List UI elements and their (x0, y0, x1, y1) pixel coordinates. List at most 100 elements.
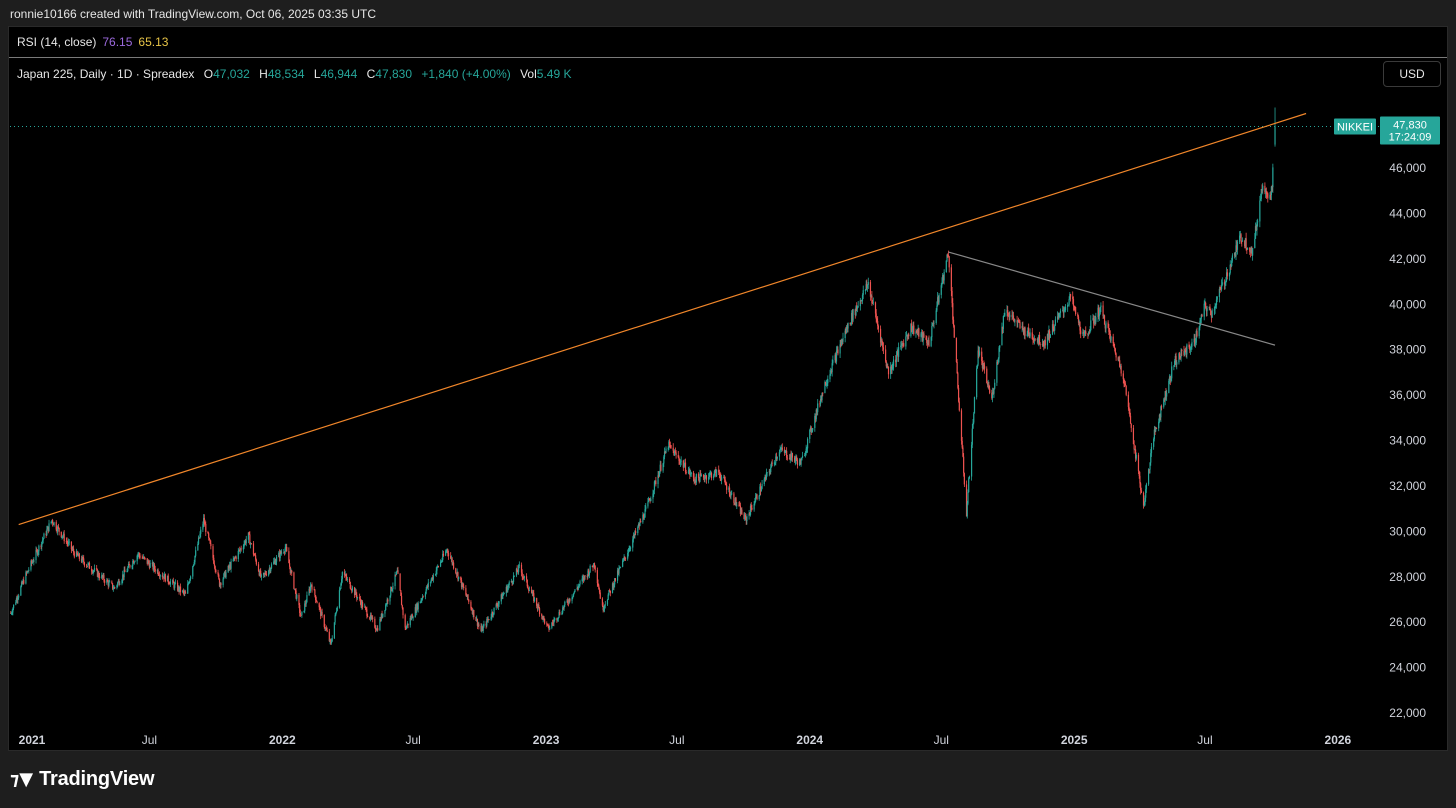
candle-body (1262, 185, 1264, 191)
candle-body (1120, 365, 1122, 374)
candle-body (1179, 353, 1181, 358)
tradingview-logo[interactable]: ⁊▼ TradingView (10, 768, 155, 791)
candle-body (1160, 406, 1162, 418)
candle-body (756, 494, 758, 500)
candle-body (1175, 355, 1177, 365)
candle-body (434, 574, 437, 576)
candle-body (78, 553, 80, 557)
candle-body (351, 587, 354, 591)
candle-body (973, 413, 975, 423)
candle-body (1084, 331, 1086, 334)
candle-body (1216, 296, 1218, 300)
candle-body (1226, 272, 1228, 277)
chart-frame[interactable]: RSI (14, close) 76.15 65.13 Japan 225, Dai… (8, 26, 1448, 751)
candle-body (619, 567, 621, 569)
candle-body (597, 583, 599, 586)
candle-body (97, 572, 99, 577)
candle-body (1203, 303, 1205, 317)
candle-body (361, 601, 363, 607)
candle-body (563, 605, 565, 609)
candle-body (526, 579, 528, 587)
candle-body (525, 576, 528, 580)
candle-body (288, 551, 290, 564)
candle-body (559, 612, 561, 615)
candle-body (116, 585, 118, 588)
time-tick-label: Jul (934, 733, 949, 747)
candle-body (439, 561, 442, 567)
candle-body (1004, 312, 1006, 316)
candle-body (1009, 314, 1011, 318)
candle-body (516, 568, 518, 572)
price-axis[interactable]: 22,000 24,000 26,000 28,000 30,000 32,000 34,0… (1389, 161, 1426, 720)
candle-body (1215, 305, 1217, 307)
candle-body (1183, 350, 1185, 356)
candle-body (1239, 235, 1241, 242)
candle-body (458, 576, 460, 580)
candle-body (689, 474, 692, 475)
candle-body (856, 306, 859, 309)
candle-body (586, 576, 588, 578)
candle-body (1194, 342, 1197, 344)
candle-body (825, 381, 827, 386)
candle-body (1033, 338, 1036, 341)
candle-body (532, 592, 534, 594)
candle-body (643, 517, 645, 519)
candle-body (329, 639, 331, 642)
candle-body (452, 562, 454, 564)
candle-body (493, 607, 495, 615)
candle-body (501, 594, 503, 599)
candle-body (859, 300, 861, 307)
candle-body (323, 615, 325, 627)
candle-body (1117, 357, 1119, 361)
rsi-label: RSI (14, close) (17, 35, 97, 49)
candle-body (695, 480, 697, 483)
candle-body (810, 427, 812, 433)
candle-body (942, 274, 945, 281)
rsi-pane[interactable]: RSI (14, close) 76.15 65.13 (9, 27, 1447, 58)
candle-body (536, 597, 538, 606)
price-tag-bg (1380, 116, 1440, 145)
candle-body (592, 566, 594, 568)
candle-body (1215, 299, 1218, 306)
candle-body (760, 488, 762, 492)
candle-body (1129, 415, 1132, 424)
candle-body (1048, 330, 1050, 339)
candle-body (1144, 497, 1146, 505)
candle-body (102, 575, 104, 578)
candle-body (609, 590, 611, 593)
candle-body (85, 565, 88, 567)
time-axis[interactable]: 2021 Jul 2022 Jul 2023 Jul 2024 Jul 2025 Jul 2026 (19, 733, 1352, 747)
candle-body (763, 479, 765, 485)
candle-body (775, 456, 777, 463)
candle-body (886, 366, 888, 367)
candle-body (497, 603, 499, 607)
candle-body (1208, 306, 1210, 309)
candle-body (1063, 310, 1065, 313)
candle-body (521, 572, 523, 577)
candle-body (941, 282, 943, 286)
candle-body (815, 409, 817, 420)
candle-body (437, 566, 440, 568)
candle-body (663, 451, 666, 457)
candle-body (1270, 194, 1272, 196)
candle-body (649, 500, 651, 502)
candle-body (1148, 469, 1150, 471)
candle-body (561, 612, 563, 615)
currency-button[interactable]: USD (1383, 61, 1441, 87)
candle-body (456, 572, 458, 575)
candle-body (91, 568, 93, 572)
candle-body (1149, 462, 1151, 470)
candle-body (679, 461, 682, 464)
candle-body (476, 618, 479, 626)
candle-body (1049, 334, 1051, 338)
candle-body (213, 557, 215, 564)
candle-body (724, 479, 726, 484)
candle-body (247, 532, 250, 540)
candle-body (527, 586, 529, 589)
candle-body (394, 574, 396, 587)
candle-body (1224, 282, 1226, 285)
candle-body (1127, 394, 1129, 407)
candle-body (1269, 194, 1271, 199)
candle-body (1114, 348, 1116, 354)
